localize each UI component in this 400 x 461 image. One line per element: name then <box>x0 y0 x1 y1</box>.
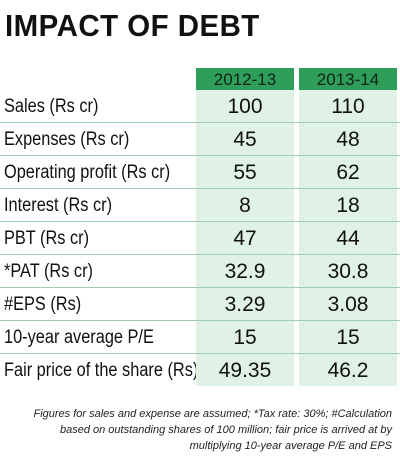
cell-value: 8 <box>196 189 294 221</box>
table-row-average-pe: 10-year average P/E 15 15 <box>0 321 400 354</box>
table-row-expenses: Expenses (Rs cr) 45 48 <box>0 123 400 156</box>
debt-impact-table: 2012-13 2013-14 Sales (Rs cr) 100 110 Ex… <box>0 68 400 386</box>
footnote: Figures for sales and expense are assume… <box>0 406 392 454</box>
cell-value: 15 <box>299 321 397 353</box>
cell-value: 3.29 <box>196 288 294 320</box>
table-header-row: 2012-13 2013-14 <box>0 68 400 90</box>
table-row-operating-profit: Operating profit (Rs cr) 55 62 <box>0 156 400 189</box>
table-row-pat: *PAT (Rs cr) 32.9 30.8 <box>0 255 400 288</box>
cell-value: 44 <box>299 222 397 254</box>
cell-value: 48 <box>299 123 397 155</box>
row-label: Interest (Rs cr) <box>4 195 113 216</box>
cell-value: 62 <box>299 156 397 188</box>
cell-value: 100 <box>196 90 294 122</box>
row-label: *PAT (Rs cr) <box>4 261 93 282</box>
row-label: Operating profit (Rs cr) <box>4 162 171 183</box>
table-row-fair-price: Fair price of the share (Rs) 49.35 46.2 <box>0 354 400 386</box>
row-label: #EPS (Rs) <box>4 294 82 315</box>
cell-value: 45 <box>196 123 294 155</box>
cell-value: 55 <box>196 156 294 188</box>
page-title: IMPACT OF DEBT <box>5 8 260 43</box>
cell-value: 110 <box>299 90 397 122</box>
table-row-interest: Interest (Rs cr) 8 18 <box>0 189 400 222</box>
footnote-line: Figures for sales and expense are assume… <box>33 408 392 420</box>
row-label: Sales (Rs cr) <box>4 96 99 117</box>
footnote-line: multiplying 10-year average P/E and EPS <box>189 440 392 452</box>
row-label: Fair price of the share (Rs) <box>4 360 199 381</box>
cell-value: 15 <box>196 321 294 353</box>
cell-value: 32.9 <box>196 255 294 287</box>
cell-value: 3.08 <box>299 288 397 320</box>
table-row-sales: Sales (Rs cr) 100 110 <box>0 90 400 123</box>
column-header-2013-14: 2013-14 <box>299 68 397 90</box>
cell-value: 46.2 <box>299 354 397 386</box>
cell-value: 49.35 <box>196 354 294 386</box>
cell-value: 30.8 <box>299 255 397 287</box>
table-row-eps: #EPS (Rs) 3.29 3.08 <box>0 288 400 321</box>
column-header-2012-13: 2012-13 <box>196 68 294 90</box>
row-label: PBT (Rs cr) <box>4 228 90 249</box>
table-row-pbt: PBT (Rs cr) 47 44 <box>0 222 400 255</box>
row-label: Expenses (Rs cr) <box>4 129 130 150</box>
cell-value: 18 <box>299 189 397 221</box>
footnote-line: based on outstanding shares of 100 milli… <box>59 424 392 436</box>
cell-value: 47 <box>196 222 294 254</box>
row-label: 10-year average P/E <box>4 327 154 348</box>
